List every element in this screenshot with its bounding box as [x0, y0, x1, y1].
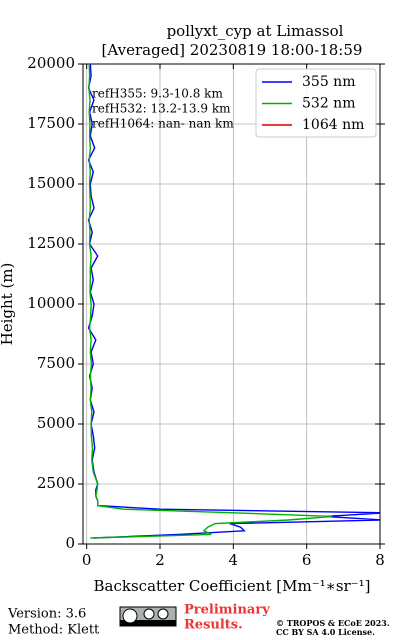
y-axis-label: Height (m) [0, 263, 16, 346]
plot-area: 0 2 4 6 8 0 2500 5000 7500 10000 12500 15000 17500 20… [27, 54, 385, 569]
legend: 355 nm 532 nm 1064 nm [255, 68, 377, 138]
x-tick-label: 8 [375, 551, 385, 569]
footer: Version: 3.6 Method: Klett Preliminary R… [7, 603, 390, 638]
status: Results. [184, 618, 243, 633]
chart-title: pollyxt_cyp at Limassol [167, 22, 344, 40]
y-tick-label: 7500 [37, 354, 75, 372]
legend-label: 532 nm [302, 96, 355, 112]
y-tick-label: 12500 [27, 234, 75, 252]
cc-logo [119, 606, 177, 627]
method: Method: Klett [8, 623, 100, 638]
x-axis-label: Backscatter Coefficient [Mm⁻¹∗sr⁻¹] [94, 577, 371, 595]
plot-frame [82, 63, 381, 545]
copyright: © TROPOS & ECoE 2023. [276, 618, 390, 628]
legend-box [255, 68, 377, 138]
annotation: refH355: 9.3-10.8 km [92, 87, 223, 101]
profile-line [88, 64, 333, 539]
y-tick-label: 17500 [27, 114, 75, 132]
copyright: CC BY SA 4.0 License. [276, 627, 375, 637]
y-tick-label: 20000 [27, 54, 75, 72]
version: Version: 3.6 [7, 607, 86, 622]
annotation: refH1064: nan- nan km [92, 117, 234, 131]
x-tick-label: 6 [302, 551, 312, 569]
x-tick-label: 4 [229, 551, 239, 569]
y-tick-label: 10000 [27, 294, 75, 312]
chart-subtitle: [Averaged] 20230819 18:00-18:59 [102, 41, 363, 59]
y-tick-label: 5000 [37, 414, 75, 432]
status: Preliminary [184, 603, 270, 618]
legend-label: 355 nm [302, 74, 355, 90]
annotation: refH532: 13.2-13.9 km [92, 102, 231, 116]
y-tick-label: 2500 [37, 474, 75, 492]
y-tick-label: 15000 [27, 174, 75, 192]
y-tick-label: 0 [65, 534, 75, 552]
x-tick-label: 2 [155, 551, 165, 569]
legend-label: 1064 nm [302, 117, 364, 133]
x-tick-label: 0 [82, 551, 92, 569]
